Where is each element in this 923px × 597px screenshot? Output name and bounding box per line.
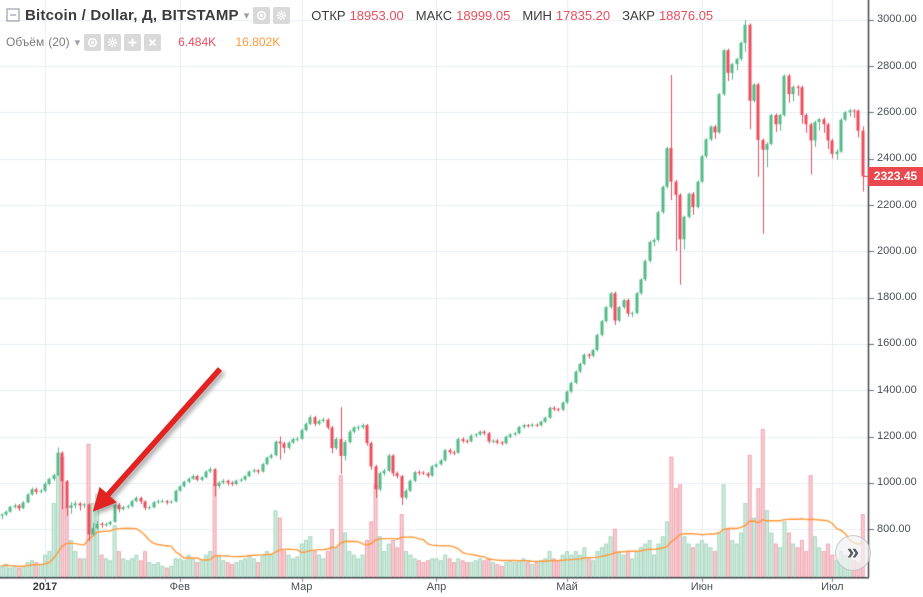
eye-icon [257,10,267,20]
collapse-icon[interactable] [6,8,20,22]
close-label: ЗАКР [622,7,655,23]
time-tick-label: 2017 [32,581,58,593]
volume-value: 6.484K [178,35,217,49]
time-tick-label: Май [556,581,578,593]
visibility-button[interactable] [253,6,271,24]
gear-icon [107,37,118,47]
volume-ma-value: 16.802K [235,35,281,49]
indicator-name[interactable]: Объём [6,35,45,49]
indicator-param: (20) [48,35,70,49]
price-tick-label: 2000.00 [877,244,917,257]
low-label: МИН [522,7,552,23]
close-value: 18876.05 [658,7,714,23]
time-tick-label: Мар [290,581,313,593]
eye-icon [88,37,98,47]
indicator-settings-button[interactable] [104,33,122,51]
plus-icon [128,38,137,46]
indicator-add-button[interactable] [124,33,142,51]
indicator-visibility-button[interactable] [84,33,102,51]
settings-button[interactable] [273,6,291,24]
high-value: 18999.05 [456,7,511,23]
indicator-close-button[interactable] [144,33,162,51]
close-icon [149,38,157,46]
open-label: ОТКР [311,7,346,23]
price-tick-label: 3000.00 [877,13,917,26]
high-label: МАКС [415,7,453,23]
price-tick-label: 1400.00 [877,383,917,396]
price-tick-label: 800.00 [877,522,911,535]
time-tick-label: Фев [169,581,191,593]
time-tick-label: Апр [426,581,447,593]
chevron-down-icon[interactable]: ▾ [74,36,81,49]
price-axis[interactable]: 3000.00 2800.00 2600.00 2400.00 2200.00 2000.… [868,0,923,577]
price-tick-label: 1200.00 [877,430,917,442]
price-tick-label: 2200.00 [877,198,917,211]
price-tick-label: 2600.00 [877,105,917,118]
chevron-down-icon[interactable]: ▾ [243,9,250,22]
open-value: 18953.00 [349,7,404,23]
scroll-right-button[interactable]: » [835,535,871,571]
legend: Bitcoin / Dollar, Д, BITSTAMP ▾ ОТКР 1895… [6,4,713,52]
gear-icon [277,10,287,20]
price-tick-label: 1800.00 [877,291,917,304]
time-axis[interactable]: 2017 Фев Мар Апр Май Июн Июл [0,577,868,597]
time-tick-label: Июн [690,581,713,593]
price-tick-label: 2400.00 [877,152,917,165]
double-chevron-right-icon: » [846,538,860,564]
price-tick-label: 1000.00 [877,476,917,489]
time-tick-label: Июл [821,581,844,593]
price-tick-label: 1600.00 [877,337,917,350]
indicator-values: 6.484K 16.802K [174,35,280,49]
price-tick-label: 2800.00 [877,59,917,72]
symbol-title[interactable]: Bitcoin / Dollar, Д, BITSTAMP [25,6,239,24]
ohlc-readout: ОТКР 18953.00 МАКС 18999.05 МИН 17835.20 ЗА… [303,8,713,23]
last-price-badge: 2323.45 [868,166,923,186]
low-value: 17835.20 [555,7,611,23]
